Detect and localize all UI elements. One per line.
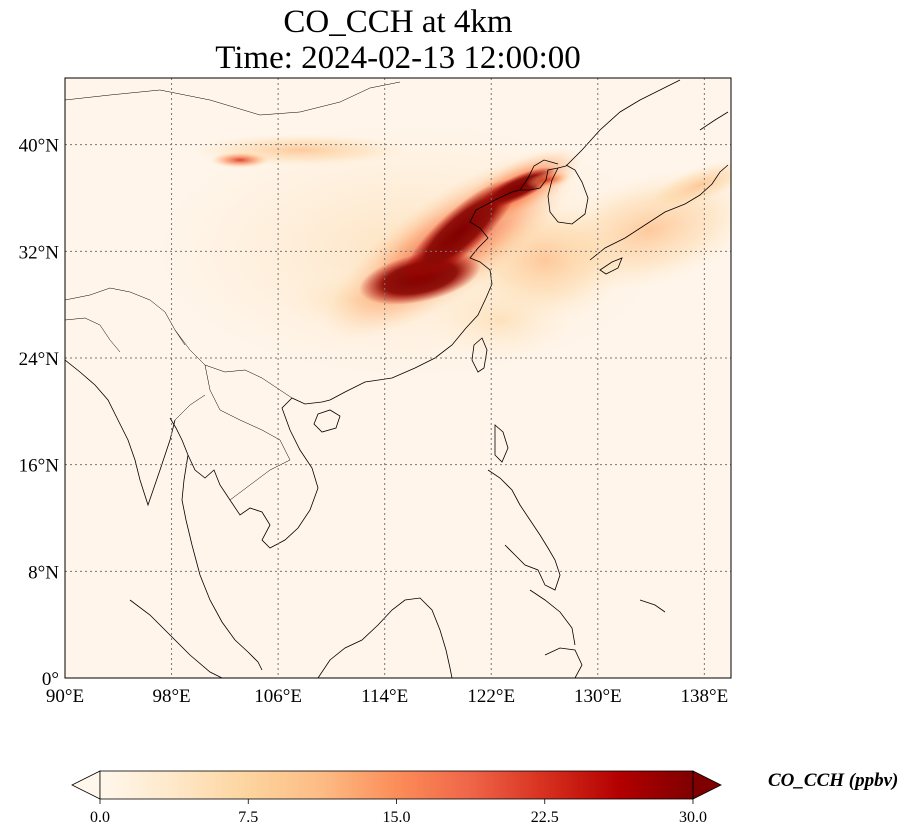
lat-tick-label: 0° — [42, 669, 59, 690]
lon-tick-label: 122°E — [467, 686, 515, 707]
philippines-main — [487, 469, 561, 591]
japan-north-outflow — [643, 158, 731, 212]
lon-tick-label: 106°E — [254, 686, 302, 707]
palau-islands — [639, 599, 666, 613]
lon-tick-label: 90°E — [46, 686, 84, 707]
colorbar-max-extend — [692, 770, 722, 800]
china-coast — [329, 165, 567, 401]
latitude-tick-labels: 0° 8°N 16°N 24°N 32°N 40°N — [19, 136, 60, 690]
colorbar-ticks: 0.0 7.5 15.0 22.5 30.0 — [90, 799, 707, 826]
sulawesi — [544, 647, 583, 678]
map-time-subtitle: Time: 2024-02-13 12:00:00 — [215, 40, 581, 76]
mongolia-border — [65, 81, 401, 116]
colorbar-tick-label: 22.5 — [531, 809, 559, 826]
colorbar-tick-label: 30.0 — [679, 809, 707, 826]
indochina-coast — [169, 397, 331, 549]
concentration-field — [150, 120, 731, 380]
japan-honshu — [589, 164, 729, 261]
colorbar: 0.0 7.5 15.0 22.5 30.0 — [71, 770, 722, 826]
map-title: CO_CCH at 4km — [283, 4, 513, 40]
lat-tick-label: 8°N — [28, 562, 59, 583]
laos-border — [204, 364, 291, 461]
russia-coast — [565, 79, 681, 167]
south-china-outflow — [430, 280, 570, 360]
colorbar-tick-label: 15.0 — [383, 809, 411, 826]
mindanao — [529, 589, 576, 646]
taiwan — [471, 337, 488, 373]
colorbar-gradient — [100, 771, 693, 799]
colorbar-min-extend — [71, 770, 101, 800]
borneo — [317, 597, 453, 678]
nepal-border — [65, 317, 121, 353]
tibet-border — [65, 287, 186, 346]
mongolia-spot — [210, 152, 270, 168]
lon-tick-label: 138°E — [681, 686, 729, 707]
china-south-border — [174, 329, 293, 399]
longitude-tick-labels: 90°E 98°E 106°E 114°E 122°E 130°E 138°E — [46, 686, 728, 707]
map-frame — [64, 77, 732, 679]
colorbar-tick-label: 0.0 — [90, 809, 110, 826]
sumatra — [129, 599, 223, 678]
lon-tick-label: 130°E — [574, 686, 622, 707]
korea-tip — [526, 171, 570, 189]
thai-border — [174, 394, 206, 421]
lon-tick-label: 98°E — [152, 686, 190, 707]
hainan — [313, 409, 341, 433]
lat-tick-label: 40°N — [19, 136, 60, 157]
korea-coast — [547, 164, 589, 225]
philippines-luzon — [494, 424, 509, 463]
lat-tick-label: 16°N — [19, 456, 60, 477]
gridlines — [65, 78, 731, 678]
colorbar-label: CO_CCH (ppbv) — [768, 770, 899, 791]
bohai-coast — [519, 159, 559, 191]
lon-tick-label: 114°E — [361, 686, 408, 707]
japan-kyushu — [599, 257, 623, 275]
malay-peninsula — [181, 454, 263, 671]
lat-tick-label: 32°N — [19, 242, 60, 263]
japan-hokkaido — [699, 111, 729, 131]
lat-tick-label: 24°N — [19, 349, 60, 370]
colorbar-tick-label: 7.5 — [238, 809, 258, 826]
